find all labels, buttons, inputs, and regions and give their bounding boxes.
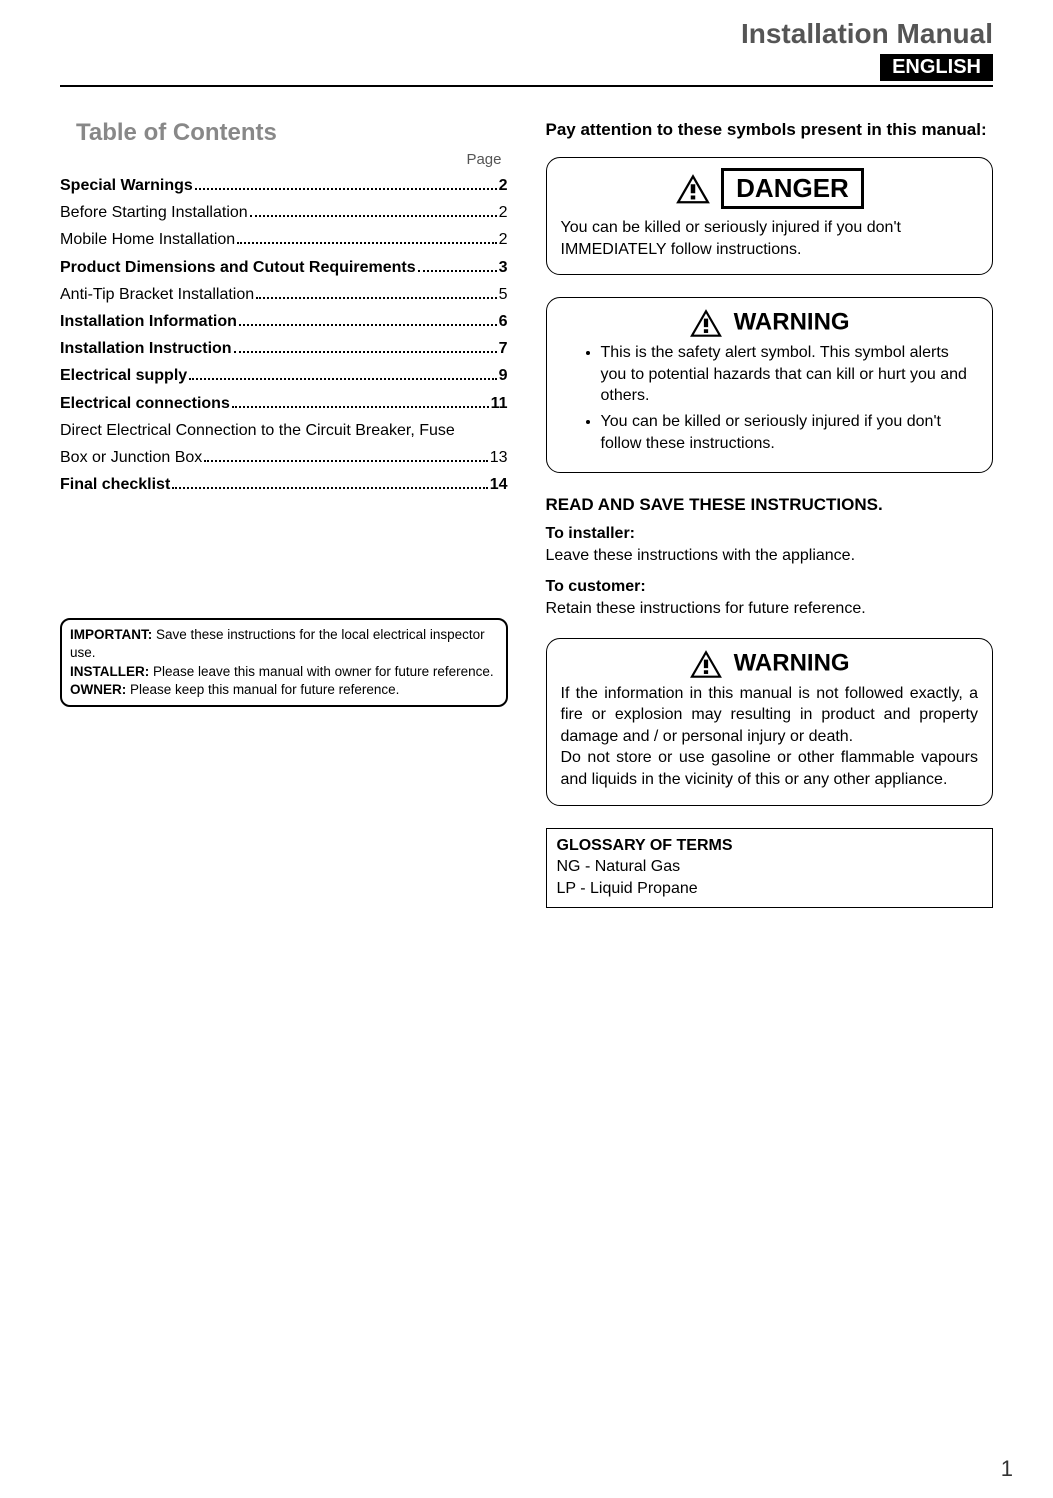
toc-item: Installation Information 6: [60, 308, 508, 335]
toc-label: Anti-Tip Bracket Installation: [60, 281, 254, 308]
toc-item: Direct Electrical Connection to the Circ…: [60, 417, 508, 471]
toc-dots: [232, 395, 489, 408]
header-rule: [60, 85, 993, 87]
toc-page: 5: [499, 281, 508, 308]
to-installer-label: To installer:: [546, 525, 636, 542]
toc-item: Product Dimensions and Cutout Requiremen…: [60, 254, 508, 281]
toc-dots: [250, 204, 497, 217]
warning-label-2: WARNING: [734, 649, 850, 676]
glossary-box: GLOSSARY OF TERMS NG - Natural Gas LP - …: [546, 828, 994, 909]
danger-label: DANGER: [721, 168, 864, 209]
symbols-intro: Pay attention to these symbols present i…: [546, 119, 994, 141]
toc-page: 9: [499, 362, 508, 389]
warning-1-list: This is the safety alert symbol. This sy…: [561, 342, 979, 454]
warning-box-1: WARNING This is the safety alert symbol.…: [546, 297, 994, 473]
important-line: OWNER: Please keep this manual for futur…: [70, 681, 498, 699]
toc-page: 2: [499, 199, 508, 226]
toc-item: Anti-Tip Bracket Installation 5: [60, 281, 508, 308]
toc-dots: [256, 286, 496, 299]
important-text: Please keep this manual for future refer…: [126, 682, 399, 697]
glossary-line-1: NG - Natural Gas: [557, 856, 983, 878]
toc-dots: [237, 232, 496, 245]
toc-list: Special Warnings2Before Starting Install…: [60, 172, 508, 498]
alert-triangle-icon: [689, 649, 723, 679]
toc-label: Direct Electrical Connection to the Circ…: [60, 417, 508, 444]
toc-label: Installation Instruction: [60, 335, 232, 362]
danger-text: You can be killed or seriously injured i…: [561, 217, 979, 260]
toc-label: Before Starting Installation: [60, 199, 248, 226]
warning-paragraph: Do not store or use gasoline or other fl…: [561, 747, 979, 790]
alert-triangle-icon: [689, 308, 723, 338]
toc-item: Electrical supply 9: [60, 362, 508, 389]
glossary-line-2: LP - Liquid Propane: [557, 878, 983, 900]
header-title: Installation Manual: [60, 18, 993, 50]
important-note-box: IMPORTANT: Save these instructions for t…: [60, 618, 508, 707]
warning-box-2: WARNING If the information in this manua…: [546, 638, 994, 806]
toc-label: Final checklist: [60, 471, 170, 498]
danger-box: DANGER You can be killed or seriously in…: [546, 157, 994, 275]
warning-header-2: WARNING: [561, 649, 979, 679]
toc-dots: [204, 449, 487, 462]
important-line: IMPORTANT: Save these instructions for t…: [70, 626, 498, 662]
to-customer-label: To customer:: [546, 578, 646, 595]
toc-page: 13: [490, 444, 508, 471]
content-columns: Table of Contents Page Special Warnings 2…: [60, 113, 993, 908]
right-column: Pay attention to these symbols present i…: [546, 113, 994, 908]
toc-dots: [418, 259, 497, 272]
warning-2-text: If the information in this manual is not…: [561, 683, 979, 791]
warning-bullet: This is the safety alert symbol. This sy…: [601, 342, 979, 407]
important-line: INSTALLER: Please leave this manual with…: [70, 663, 498, 681]
to-installer-block: To installer: Leave these instructions w…: [546, 523, 994, 566]
toc-label: Special Warnings: [60, 172, 193, 199]
warning-bullet: You can be killed or seriously injured i…: [601, 411, 979, 454]
toc-label: Electrical connections: [60, 390, 230, 417]
to-installer-text: Leave these instructions with the applia…: [546, 547, 856, 564]
warning-header-1: WARNING: [561, 308, 979, 338]
toc-item: Mobile Home Installation 2: [60, 226, 508, 253]
toc-page: 11: [491, 390, 508, 417]
to-customer-block: To customer: Retain these instructions f…: [546, 576, 994, 619]
language-bar: ENGLISH: [60, 54, 993, 81]
toc-page: 2: [499, 172, 508, 199]
toc-title: Table of Contents: [76, 119, 508, 147]
toc-page-label: Page: [60, 151, 502, 168]
read-save-heading: READ AND SAVE THESE INSTRUCTIONS.: [546, 495, 994, 515]
important-label: OWNER:: [70, 682, 126, 697]
toc-dots: [195, 177, 497, 190]
toc-page: 6: [499, 308, 508, 335]
toc-dots: [172, 476, 487, 489]
toc-dots: [189, 368, 496, 381]
toc-page: 3: [499, 254, 508, 281]
toc-page: 7: [499, 335, 508, 362]
toc-item: Electrical connections 11: [60, 390, 508, 417]
toc-label: Mobile Home Installation: [60, 226, 235, 253]
glossary-title: GLOSSARY OF TERMS: [557, 835, 983, 857]
left-column: Table of Contents Page Special Warnings 2…: [60, 113, 508, 908]
important-text: Please leave this manual with owner for …: [149, 664, 493, 679]
toc-item: Installation Instruction 7: [60, 335, 508, 362]
toc-item: Final checklist 14: [60, 471, 508, 498]
warning-paragraph: If the information in this manual is not…: [561, 683, 979, 748]
page: Installation Manual ENGLISH Table of Con…: [0, 0, 1053, 1498]
toc-item: Before Starting Installation 2: [60, 199, 508, 226]
toc-label: Product Dimensions and Cutout Requiremen…: [60, 254, 416, 281]
toc-label: Electrical supply: [60, 362, 187, 389]
language-badge: ENGLISH: [880, 54, 993, 81]
alert-triangle-icon: [675, 173, 711, 205]
toc-page: 2: [499, 226, 508, 253]
toc-dots: [234, 340, 497, 353]
toc-label: Installation Information: [60, 308, 237, 335]
danger-header: DANGER: [561, 168, 979, 209]
toc-label: Box or Junction Box: [60, 444, 202, 471]
important-label: IMPORTANT:: [70, 627, 152, 642]
page-number: 1: [1001, 1456, 1013, 1482]
important-label: INSTALLER:: [70, 664, 149, 679]
warning-label-1: WARNING: [734, 309, 850, 336]
toc-dots: [239, 313, 497, 326]
toc-page: 14: [490, 471, 508, 498]
toc-item: Special Warnings 2: [60, 172, 508, 199]
to-customer-text: Retain these instructions for future ref…: [546, 600, 866, 617]
